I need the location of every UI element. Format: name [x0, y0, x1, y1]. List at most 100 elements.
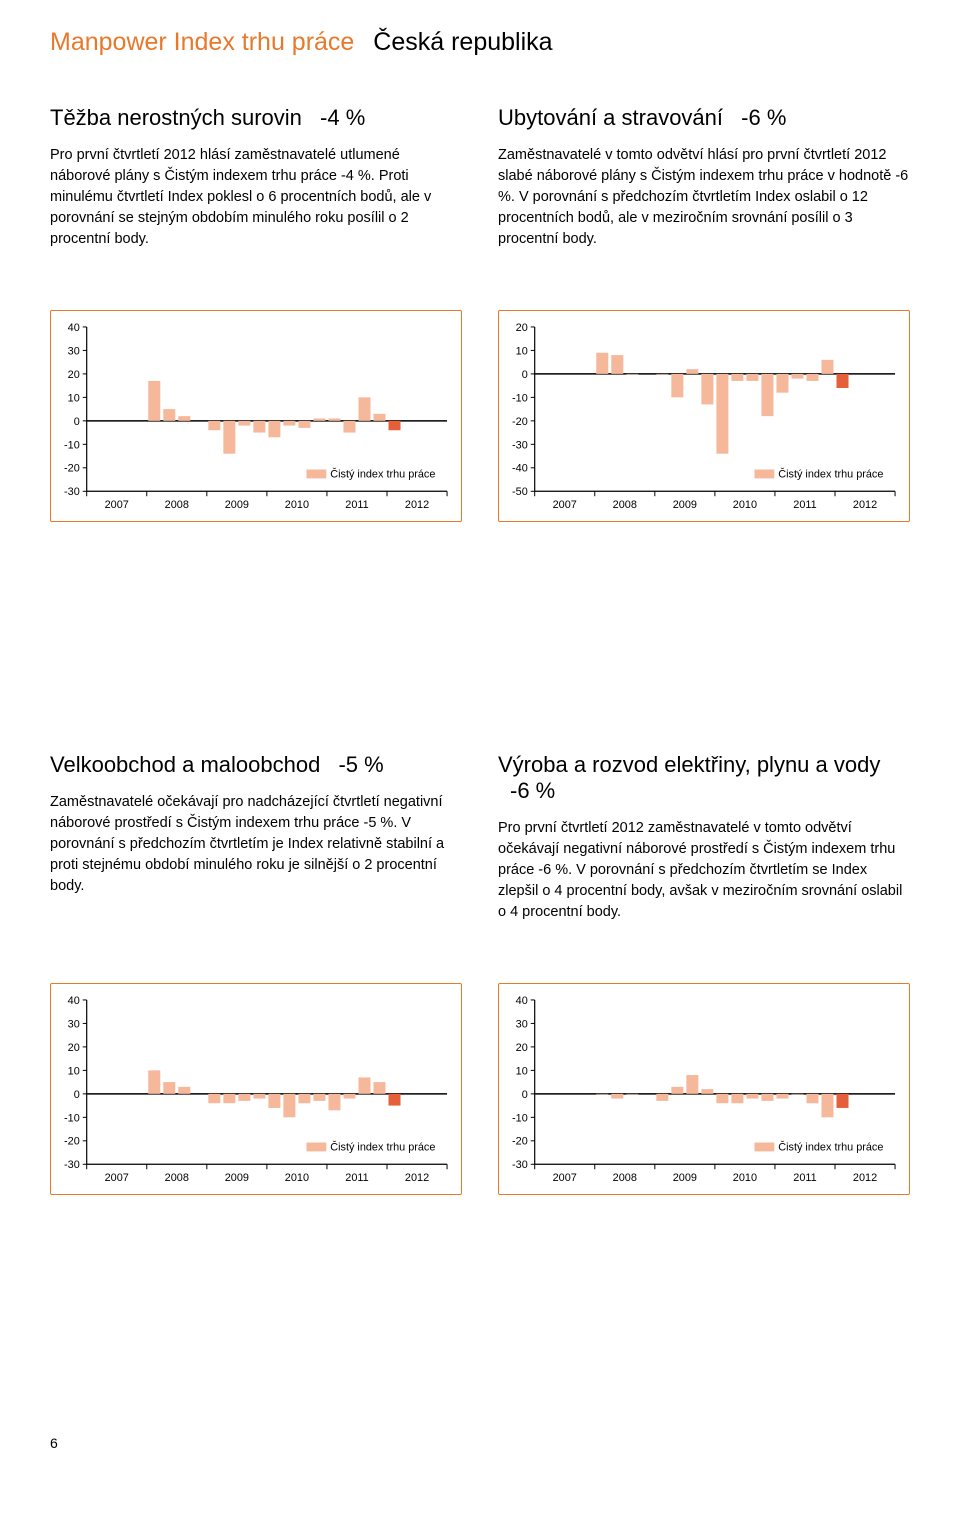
- svg-text:40: 40: [516, 995, 528, 1007]
- bar: [837, 374, 849, 388]
- bar: [806, 374, 818, 381]
- bar: [358, 397, 370, 420]
- bar: [283, 421, 295, 426]
- section-mining: Těžba nerostných surovin -4 % Pro první …: [50, 105, 462, 250]
- body-hospitality: Zaměstnavatelé v tomto odvětví hlásí pro…: [498, 145, 910, 250]
- svg-text:-50: -50: [512, 486, 528, 498]
- bar: [806, 1094, 818, 1103]
- bar: [343, 1094, 355, 1099]
- svg-text:2012: 2012: [405, 1172, 429, 1184]
- svg-text:2009: 2009: [225, 499, 249, 511]
- svg-text:0: 0: [522, 369, 528, 381]
- svg-text:10: 10: [68, 392, 80, 404]
- section-retail: Velkoobchod a maloobchod -5 % Zaměstnava…: [50, 752, 462, 923]
- bar: [148, 381, 160, 421]
- bar: [178, 1087, 190, 1094]
- bar: [373, 414, 385, 421]
- svg-text:0: 0: [74, 1089, 80, 1101]
- svg-text:2008: 2008: [165, 1172, 189, 1184]
- bar: [208, 421, 220, 430]
- heading-text: Ubytování a stravování: [498, 105, 723, 130]
- bar: [686, 369, 698, 374]
- chart-svg: -50-40-30-20-100102020072008200920102011…: [505, 321, 901, 519]
- section-utilities: Výroba a rozvod elektřiny, plynu a vody …: [498, 752, 910, 923]
- bar: [313, 1094, 325, 1101]
- svg-text:2009: 2009: [225, 1172, 249, 1184]
- page-number: 6: [50, 1435, 910, 1451]
- svg-text:2010: 2010: [285, 1172, 309, 1184]
- bar: [701, 374, 713, 405]
- svg-text:-30: -30: [64, 1159, 80, 1171]
- legend-swatch: [306, 1143, 326, 1152]
- heading-text: Těžba nerostných surovin: [50, 105, 302, 130]
- bar: [178, 416, 190, 421]
- legend-swatch: [306, 470, 326, 479]
- chart-svg: -30-20-100102030402007200820092010201120…: [505, 994, 901, 1192]
- chart-utilities: -30-20-100102030402007200820092010201120…: [498, 983, 910, 1195]
- svg-text:20: 20: [68, 1042, 80, 1054]
- bar: [821, 360, 833, 374]
- chart-hospitality: -50-40-30-20-100102020072008200920102011…: [498, 310, 910, 522]
- legend-label: Čistý index trhu práce: [778, 1141, 883, 1154]
- bar: [313, 419, 325, 421]
- svg-text:-20: -20: [64, 1136, 80, 1148]
- svg-text:40: 40: [68, 322, 80, 334]
- bar: [253, 1094, 265, 1099]
- bar: [223, 1094, 235, 1103]
- svg-text:10: 10: [68, 1065, 80, 1077]
- bar: [701, 1089, 713, 1094]
- bar: [716, 374, 728, 454]
- bar: [223, 421, 235, 454]
- bar: [328, 1094, 340, 1110]
- heading-pct: -4 %: [320, 105, 365, 130]
- bar: [238, 421, 250, 426]
- heading-retail: Velkoobchod a maloobchod -5 %: [50, 752, 462, 778]
- title-sub: Česká republika: [373, 28, 552, 56]
- svg-text:2010: 2010: [285, 499, 309, 511]
- svg-text:10: 10: [516, 345, 528, 357]
- bar: [268, 421, 280, 437]
- body-mining: Pro první čtvrtletí 2012 hlásí zaměstnav…: [50, 145, 462, 250]
- svg-text:2009: 2009: [673, 499, 697, 511]
- svg-text:30: 30: [516, 1019, 528, 1031]
- bar: [253, 421, 265, 433]
- bar: [163, 1082, 175, 1094]
- bar: [611, 1094, 623, 1099]
- svg-text:2010: 2010: [733, 1172, 757, 1184]
- svg-text:2011: 2011: [793, 499, 816, 511]
- page-title: Manpower Index trhu práce Česká republik…: [50, 28, 910, 57]
- chart-svg: -30-20-100102030402007200820092010201120…: [57, 321, 453, 519]
- svg-text:2008: 2008: [165, 499, 189, 511]
- bar: [671, 1087, 683, 1094]
- bar: [328, 419, 340, 421]
- legend-label: Čistý index trhu práce: [330, 1141, 435, 1154]
- bar: [821, 1094, 833, 1117]
- svg-text:2011: 2011: [793, 1172, 816, 1184]
- svg-text:2010: 2010: [733, 499, 757, 511]
- svg-text:2011: 2011: [345, 499, 368, 511]
- svg-text:2008: 2008: [613, 499, 637, 511]
- bar: [656, 1094, 668, 1101]
- bar: [238, 1094, 250, 1101]
- svg-text:2012: 2012: [853, 1172, 877, 1184]
- svg-text:20: 20: [516, 322, 528, 334]
- bar: [283, 1094, 295, 1117]
- legend-swatch: [754, 1143, 774, 1152]
- bar: [716, 1094, 728, 1103]
- bar: [298, 421, 310, 428]
- svg-text:-30: -30: [64, 486, 80, 498]
- svg-text:-20: -20: [512, 1136, 528, 1148]
- heading-pct: -5 %: [338, 752, 383, 777]
- bar: [358, 1078, 370, 1094]
- svg-text:-20: -20: [512, 416, 528, 428]
- bar: [746, 374, 758, 381]
- title-main: Manpower Index trhu práce: [50, 28, 354, 56]
- chart-mining: -30-20-100102030402007200820092010201120…: [50, 310, 462, 522]
- heading-pct: -6 %: [741, 105, 786, 130]
- svg-text:30: 30: [68, 1019, 80, 1031]
- bar: [776, 1094, 788, 1099]
- heading-mining: Těžba nerostných surovin -4 %: [50, 105, 462, 131]
- heading-text: Výroba a rozvod elektřiny, plynu a vody: [498, 752, 880, 777]
- legend-label: Čistý index trhu práce: [330, 467, 435, 480]
- legend-swatch: [754, 470, 774, 479]
